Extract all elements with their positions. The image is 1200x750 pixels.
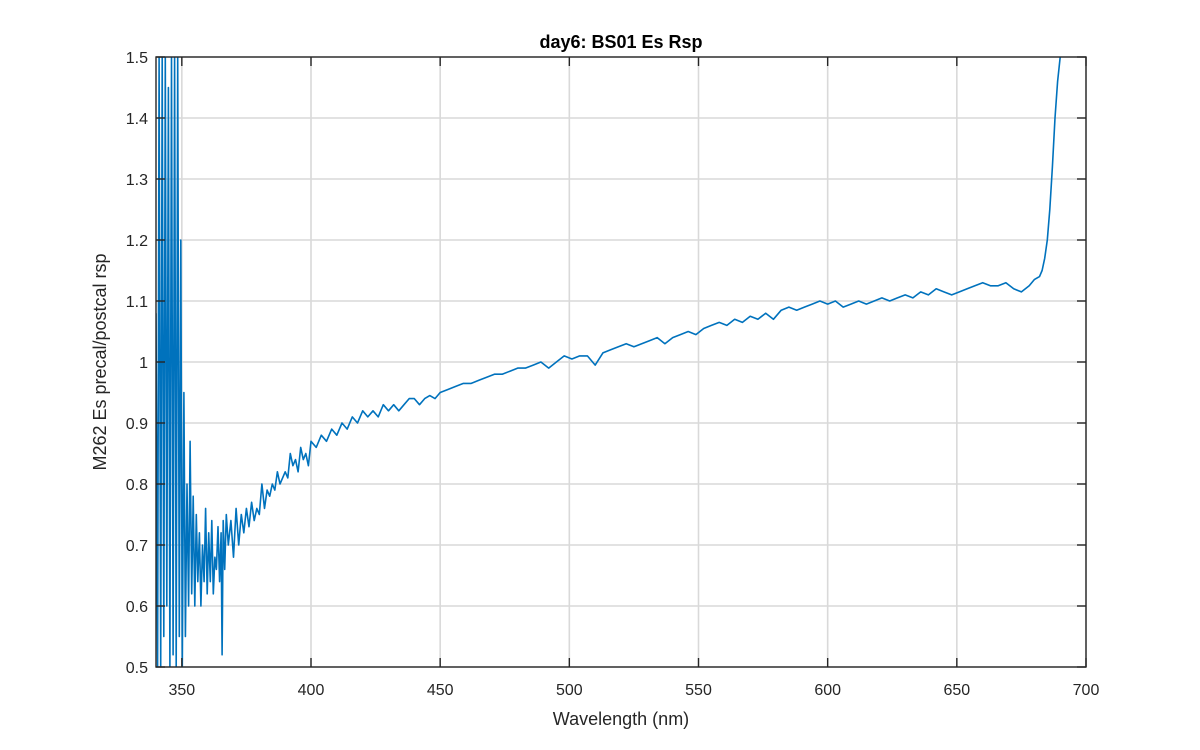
y-tick-label: 1.5 [126, 50, 148, 67]
x-axis-label: Wavelength (nm) [553, 709, 689, 729]
y-tick-label: 1.4 [126, 111, 148, 128]
y-tick-label: 1.1 [126, 294, 148, 311]
x-tick-label: 400 [298, 682, 325, 699]
x-tick-label: 550 [685, 682, 712, 699]
y-tick-label: 1.3 [126, 172, 148, 189]
y-tick-label: 0.6 [126, 599, 148, 616]
y-axis-label: M262 Es precal/postcal rsp [90, 253, 110, 470]
x-tick-label: 600 [814, 682, 841, 699]
y-tick-label: 0.5 [126, 660, 148, 677]
y-tick-label: 1.2 [126, 233, 148, 250]
y-axis-ticks: 0.5 0.6 0.7 0.8 0.9 1 1.1 1.2 1.3 1.4 1.5 [126, 50, 1086, 677]
series-line [156, 57, 1061, 667]
x-tick-label: 700 [1073, 682, 1100, 699]
x-tick-label: 450 [427, 682, 454, 699]
y-tick-label: 0.7 [126, 538, 148, 555]
y-tick-label: 0.8 [126, 477, 148, 494]
x-tick-label: 500 [556, 682, 583, 699]
chart-title: day6: BS01 Es Rsp [539, 32, 702, 52]
y-tick-label: 0.9 [126, 416, 148, 433]
y-tick-label: 1 [139, 355, 148, 372]
x-tick-label: 350 [168, 682, 195, 699]
x-axis-ticks: 350 400 450 500 550 600 650 700 [168, 57, 1099, 699]
x-tick-label: 650 [943, 682, 970, 699]
gridlines [156, 56, 1087, 668]
plot-area [156, 57, 1061, 667]
